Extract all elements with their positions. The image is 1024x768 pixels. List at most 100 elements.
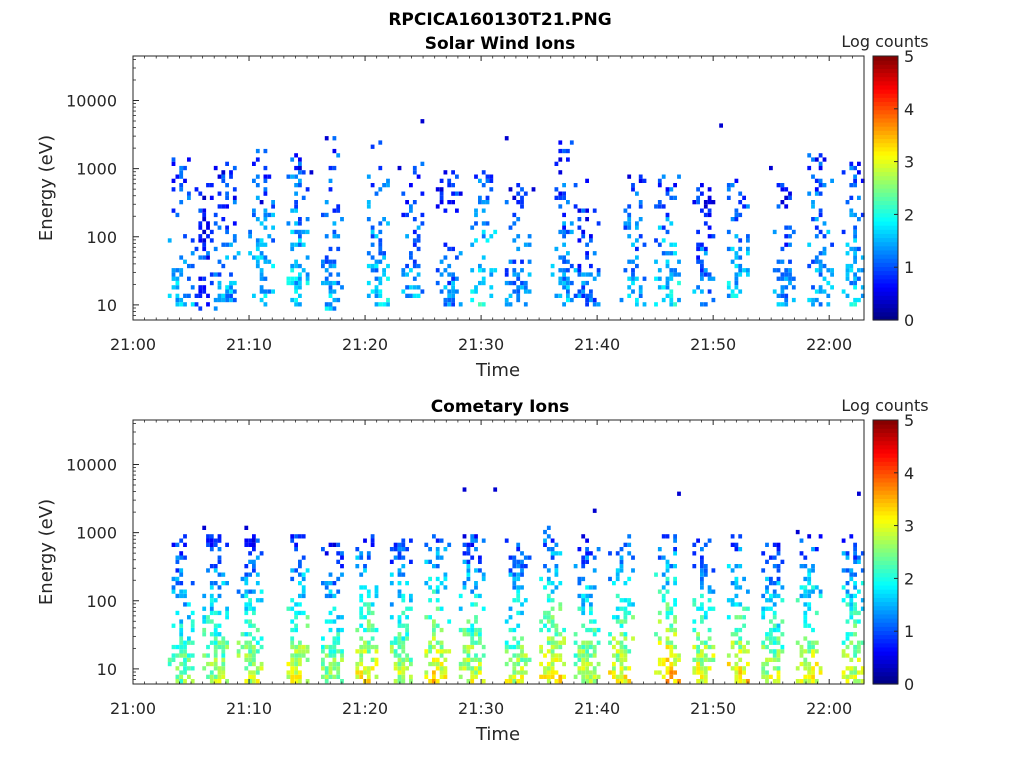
heatmap-cell	[340, 679, 344, 684]
heatmap-cell	[589, 297, 593, 303]
heatmap-cell	[619, 632, 624, 637]
heatmap-cell	[520, 568, 524, 573]
colorbar-segment	[873, 589, 898, 594]
heatmap-cell	[206, 661, 210, 667]
heatmap-cell	[638, 234, 643, 239]
heatmap-cell	[332, 148, 337, 154]
heatmap-cell	[489, 293, 494, 298]
heatmap-cell	[700, 564, 704, 569]
colorbar-segment	[873, 138, 898, 144]
heatmap-cell	[581, 598, 586, 603]
heatmap-cell	[209, 670, 214, 675]
heatmap-cell	[627, 534, 632, 539]
heatmap-cell	[366, 217, 371, 222]
heatmap-cell	[585, 547, 589, 552]
heatmap-cell	[470, 268, 475, 273]
heatmap-cell	[703, 200, 708, 205]
heatmap-cell	[478, 627, 482, 633]
heatmap-cell	[462, 534, 467, 539]
heatmap-cell	[780, 200, 785, 205]
colorbar-tick-label: 1	[904, 258, 914, 277]
heatmap-cell	[558, 679, 563, 684]
heatmap-cell	[213, 653, 218, 658]
heatmap-cell	[217, 644, 222, 650]
heatmap-cell	[378, 140, 383, 145]
heatmap-cell	[711, 653, 716, 658]
heatmap-cell	[179, 644, 184, 650]
heatmap-cell	[761, 568, 766, 573]
heatmap-cell	[569, 221, 574, 226]
heatmap-cell	[516, 623, 521, 628]
heatmap-cell	[416, 225, 421, 230]
heatmap-cell	[466, 547, 471, 552]
heatmap-cell	[298, 272, 302, 277]
x-tick-label: 21:10	[226, 335, 272, 354]
heatmap-cell	[673, 302, 677, 307]
heatmap-cell	[654, 302, 658, 307]
heatmap-cell	[213, 297, 218, 303]
heatmap-cell	[252, 644, 256, 650]
colorbar-segment	[873, 282, 898, 288]
heatmap-cell	[481, 644, 486, 650]
heatmap-cell	[700, 555, 704, 560]
heatmap-cell	[673, 670, 677, 675]
heatmap-cell	[470, 225, 475, 230]
heatmap-cell	[179, 170, 184, 175]
heatmap-cell	[700, 670, 704, 675]
colorbar-segment	[873, 56, 898, 61]
colorbar-segment	[873, 188, 898, 193]
heatmap-cell	[202, 212, 207, 218]
heatmap-cell	[512, 280, 517, 286]
heatmap-cell	[294, 289, 298, 294]
heatmap-cell	[171, 268, 176, 273]
heatmap-cell	[707, 195, 712, 200]
heatmap-cell	[738, 547, 743, 552]
heatmap-cell	[558, 170, 563, 175]
heatmap-cell	[512, 195, 517, 200]
heatmap-cell	[761, 666, 766, 671]
heatmap-cell	[412, 165, 417, 171]
heatmap-cell	[366, 263, 371, 269]
heatmap-cell	[520, 674, 524, 679]
heatmap-cell	[772, 542, 777, 547]
heatmap-cell	[596, 272, 601, 277]
heatmap-cell	[389, 602, 394, 607]
colorbar-segment	[873, 663, 898, 669]
heatmap-cell	[661, 585, 666, 590]
heatmap-cell	[558, 140, 563, 145]
heatmap-cell	[657, 225, 662, 230]
heatmap-cell	[814, 661, 819, 667]
heatmap-cell	[558, 195, 563, 200]
heatmap-cell	[765, 589, 769, 594]
heatmap-cell	[206, 619, 210, 624]
heatmap-cell	[298, 242, 302, 247]
heatmap-cell	[550, 670, 555, 675]
heatmap-cell	[845, 272, 850, 277]
heatmap-cell	[298, 534, 302, 539]
heatmap-cell	[841, 568, 846, 573]
heatmap-cell	[179, 272, 184, 277]
heatmap-cell	[183, 593, 187, 599]
heatmap-cell	[585, 551, 589, 556]
heatmap-cell	[539, 627, 543, 633]
heatmap-cell	[807, 593, 812, 599]
colorbar-segment	[873, 130, 898, 135]
heatmap-cell	[857, 555, 861, 560]
heatmap-cell	[458, 606, 463, 611]
heatmap-cell	[512, 581, 517, 586]
heatmap-cell	[830, 268, 834, 273]
heatmap-cell	[788, 225, 792, 230]
heatmap-cell	[336, 636, 341, 641]
heatmap-cell	[857, 640, 861, 645]
heatmap-cell	[703, 610, 708, 616]
heatmap-cell	[171, 208, 176, 213]
heatmap-cell	[405, 200, 409, 205]
heatmap-cell	[328, 280, 333, 286]
heatmap-cell	[179, 174, 184, 179]
heatmap-cell	[523, 657, 528, 662]
heatmap-cell	[451, 302, 455, 307]
heatmap-cell	[700, 602, 704, 607]
heatmap-cell	[416, 293, 421, 298]
heatmap-cell	[382, 217, 386, 222]
heatmap-cell	[286, 670, 291, 675]
